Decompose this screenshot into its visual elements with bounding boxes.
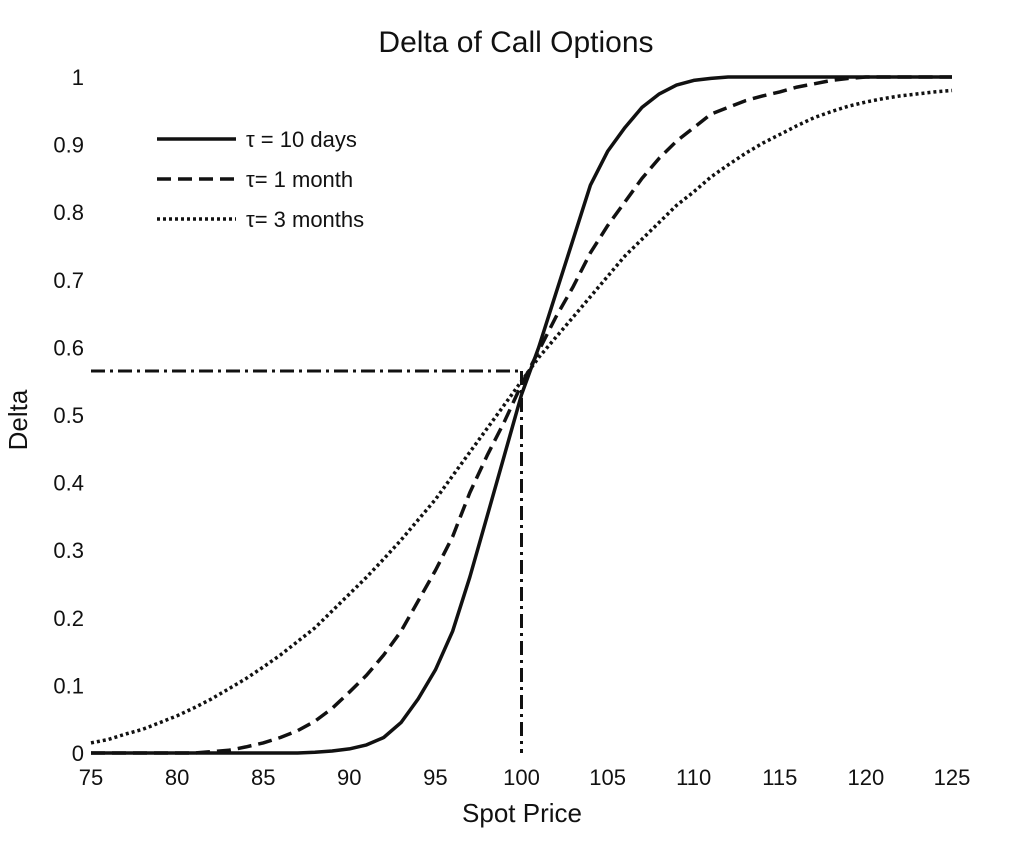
series-line-1 — [91, 75, 952, 755]
legend-label-3: τ= 3 months — [246, 207, 364, 232]
y-tick-label: 0.2 — [53, 606, 84, 631]
x-tick-label: 110 — [676, 765, 711, 790]
x-tick-label: 105 — [589, 765, 626, 790]
y-tick-label: 0.7 — [53, 268, 84, 293]
legend-label-2: τ= 1 month — [246, 167, 353, 192]
x-tick-label: 85 — [251, 765, 275, 790]
y-tick-label: 0.3 — [53, 538, 84, 563]
legend-label-1: τ = 10 days — [246, 127, 357, 152]
x-tick-label: 115 — [762, 765, 797, 790]
y-tick-label: 1 — [72, 65, 84, 90]
y-tick-label: 0.6 — [53, 335, 84, 360]
y-tick-label: 0.1 — [53, 673, 84, 698]
y-tick-label: 0.4 — [53, 471, 84, 496]
y-tick-label: 0.5 — [53, 403, 84, 428]
y-axis-label: Delta — [3, 389, 33, 450]
y-tick-label: 0.8 — [53, 200, 84, 225]
y-tick-label: 0 — [72, 741, 84, 766]
chart-title: Delta of Call Options — [378, 26, 653, 59]
x-tick-label: 120 — [848, 765, 885, 790]
series-line-3 — [90, 88, 953, 745]
x-tick-label: 125 — [934, 765, 971, 790]
x-tick-label: 80 — [165, 765, 189, 790]
x-tick-label: 100 — [503, 765, 540, 790]
plot-area: 75 80 85 90 95 100 105 110 115 120 125 0 0.1 0.2 0.3 0.… — [53, 65, 970, 790]
x-axis-label: Spot Price — [462, 798, 582, 828]
legend: τ = 10 days τ= 1 month τ= 3 months — [157, 127, 364, 232]
x-tick-label: 90 — [337, 765, 361, 790]
x-tick-label: 95 — [423, 765, 447, 790]
y-tick-label: 0.9 — [53, 133, 84, 158]
x-tick-label: 75 — [79, 765, 103, 790]
